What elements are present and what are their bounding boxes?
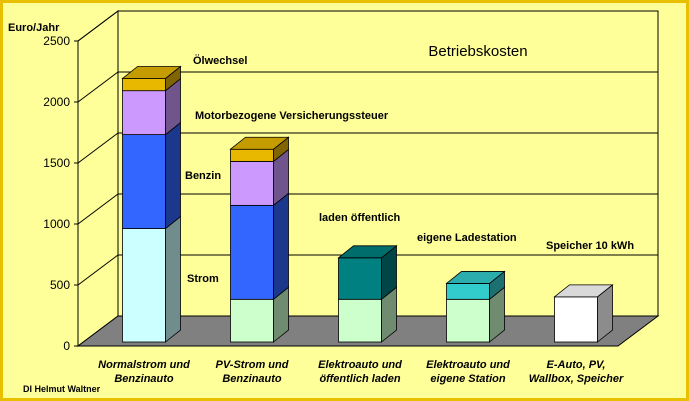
gridline-side xyxy=(77,193,119,225)
x-tick-label: Normalstrom und xyxy=(98,359,190,371)
gridline-side xyxy=(77,71,119,103)
x-tick-label: Elektroauto und xyxy=(426,359,510,371)
bar-front xyxy=(230,298,274,343)
annotation-label: Benzin xyxy=(185,170,221,182)
bar-segment-1-2 xyxy=(230,148,289,207)
bar-segment-4-0 xyxy=(553,284,614,343)
annotation-label: Motorbezogene Versicherungssteuer xyxy=(195,110,389,122)
bar-front xyxy=(122,228,166,343)
bar-front xyxy=(230,204,274,300)
gridline-side xyxy=(77,10,119,42)
x-tick-label: E-Auto, PV, xyxy=(547,359,606,371)
bar-top xyxy=(445,271,506,284)
credit-text: DI Helmut Waltner xyxy=(23,384,101,394)
chart-title: Betriebskosten xyxy=(428,43,527,60)
bar-front xyxy=(230,148,274,162)
annotation-label: laden öffentlich xyxy=(319,212,401,224)
y-tick-label: 1000 xyxy=(43,217,70,231)
bar-segment-0-0 xyxy=(122,215,181,343)
y-axis-label: Euro/Jahr xyxy=(8,22,60,34)
gridline-side xyxy=(77,254,119,286)
y-tick-label: 2500 xyxy=(43,34,70,48)
annotation-label: Strom xyxy=(187,273,219,285)
bar-side xyxy=(165,121,181,230)
bar-segment-1-3 xyxy=(229,136,290,163)
bars xyxy=(121,65,614,343)
bar-segment-2-1 xyxy=(337,244,398,301)
annotation-label: Ölwechsel xyxy=(193,54,247,67)
x-tick-label: Wallbox, Speicher xyxy=(529,373,624,385)
x-tick-label: öffentlich laden xyxy=(319,373,400,385)
bar-top xyxy=(553,284,614,298)
bar-front xyxy=(446,298,490,343)
bar-front xyxy=(338,257,382,300)
bar-segment-1-1 xyxy=(230,192,289,301)
x-tick-label: Benzinauto xyxy=(222,373,282,385)
bar-segment-3-0 xyxy=(446,286,505,343)
y-tick-label: 2000 xyxy=(43,95,70,109)
x-tick-label: Elektroauto und xyxy=(318,359,402,371)
y-tick-label: 0 xyxy=(63,339,70,353)
x-tick-label: PV-Strom und xyxy=(216,359,289,371)
bar-front xyxy=(338,298,382,343)
bar-side xyxy=(165,215,181,343)
bar-chart: 0 500 1000 1500 2000 2500 Normalstrom und Benz… xyxy=(8,10,660,394)
x-tick-labels: Normalstrom und Benzinauto PV-Strom und Ben… xyxy=(98,359,624,385)
annotation-label: Speicher 10 kWh xyxy=(546,240,634,252)
gridlines xyxy=(77,10,658,286)
bar-segment-3-1 xyxy=(445,270,506,301)
y-tick-label: 500 xyxy=(50,278,70,292)
annotations: Ölwechsel Motorbezogene Versicherungssteu… xyxy=(185,54,634,285)
bar-front xyxy=(122,90,166,135)
bar-front xyxy=(122,134,166,229)
bar-front xyxy=(446,283,490,300)
bar-top xyxy=(229,136,290,150)
bar-top xyxy=(121,66,182,79)
gridline-side xyxy=(77,132,119,164)
bar-front xyxy=(122,78,166,92)
bar-side xyxy=(273,192,289,301)
bar-segment-0-2 xyxy=(122,77,181,136)
bar-front xyxy=(554,296,598,343)
x-tick-label: Benzinauto xyxy=(114,373,174,385)
annotation-label: eigene Ladestation xyxy=(417,232,517,244)
bar-front xyxy=(230,161,274,206)
y-tick-labels: 0 500 1000 1500 2000 2500 xyxy=(43,34,79,353)
bar-segment-0-1 xyxy=(122,121,181,230)
x-tick-label: eigene Station xyxy=(430,373,505,385)
side-wall xyxy=(77,10,119,347)
bar-segment-2-0 xyxy=(338,286,397,343)
bar-segment-0-3 xyxy=(121,65,182,92)
bar-top xyxy=(337,245,398,259)
y-tick-label: 1500 xyxy=(43,156,70,170)
